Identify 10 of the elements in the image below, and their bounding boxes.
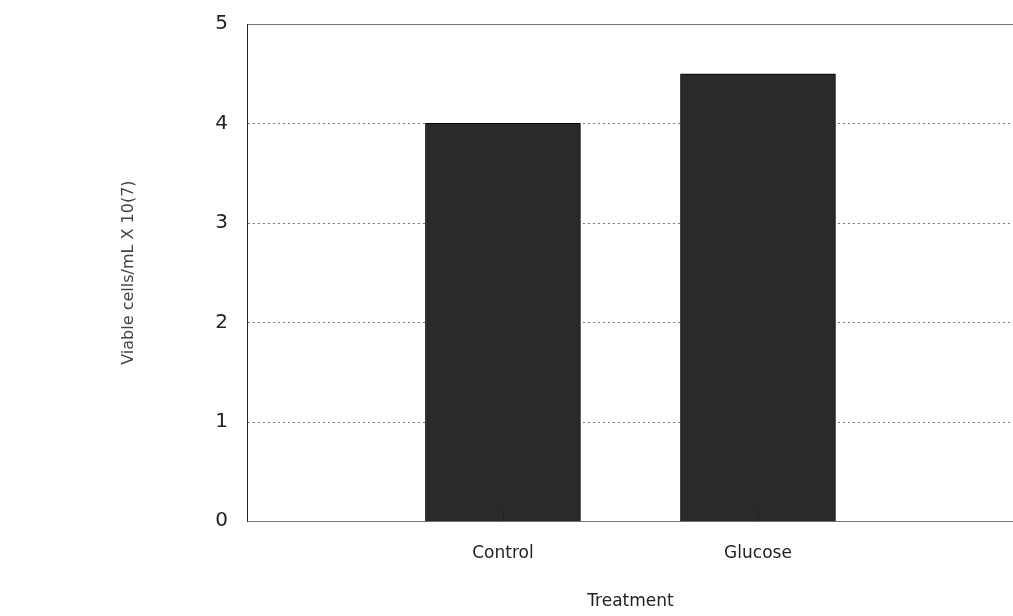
x-axis-title: Treatment — [586, 590, 675, 611]
y-tick-label: 2 — [215, 308, 228, 333]
y-axis-title: Viable cells/mL X 10(7) — [117, 180, 137, 365]
x-tick-label: Glucose — [724, 541, 792, 562]
y-tick-label: 1 — [215, 407, 228, 432]
y-tick-label: 5 — [215, 10, 228, 35]
y-tick-label: 0 — [215, 507, 228, 532]
x-tick-label: Control — [472, 541, 534, 562]
y-tick-label: 4 — [215, 109, 228, 134]
y-tick-label: 3 — [215, 209, 228, 234]
